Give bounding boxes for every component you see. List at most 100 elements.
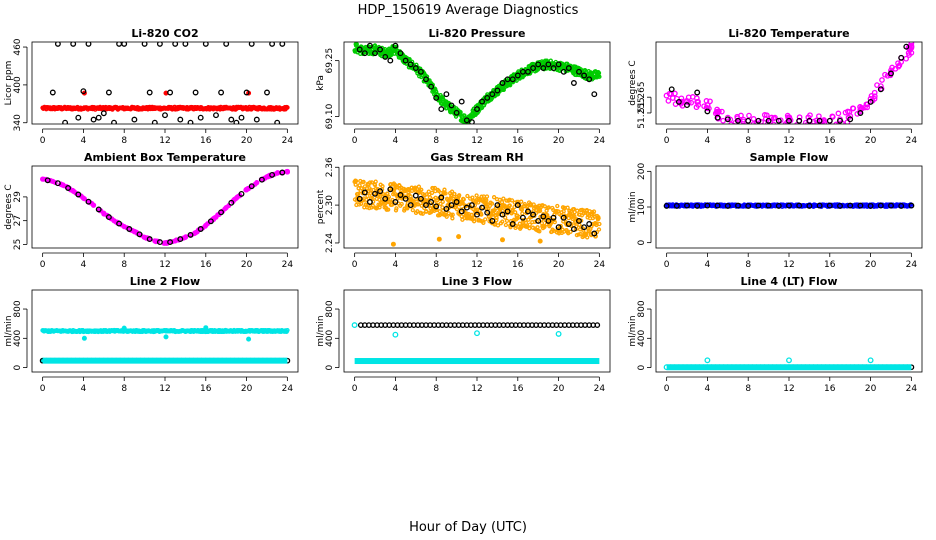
panel-frame xyxy=(343,289,611,373)
data-point xyxy=(364,197,369,202)
x-tick-label: 24 xyxy=(594,136,606,146)
data-point xyxy=(704,108,711,115)
data-point xyxy=(354,42,359,47)
data-point xyxy=(243,89,250,96)
x-tick-label: 0 xyxy=(664,260,670,270)
data-point xyxy=(694,89,701,96)
panel-5: Sample Flow ml/min 0 4 8 12 16 20 24 0 100 200 xyxy=(628,151,923,270)
data-point xyxy=(489,211,494,217)
x-tick-label: 4 xyxy=(705,384,711,394)
data-point xyxy=(423,202,429,209)
data-point xyxy=(684,202,690,209)
data-point xyxy=(565,205,570,210)
y-tick-label: 400 xyxy=(13,76,23,93)
data-point xyxy=(484,198,489,203)
data-point xyxy=(542,224,547,230)
data-point xyxy=(361,189,368,196)
data-point xyxy=(90,202,97,208)
data-point xyxy=(366,199,373,205)
data-point xyxy=(382,53,389,60)
data-point xyxy=(835,110,842,117)
panel-6: Line 2 Flow ml/min 0 4 8 12 16 20 24 0 400 800 xyxy=(4,275,299,394)
data-point xyxy=(511,217,517,222)
data-point xyxy=(847,113,854,120)
data-point xyxy=(494,202,501,209)
data-point xyxy=(560,214,567,221)
panel-title: Line 2 Flow xyxy=(130,275,200,288)
x-tick-label: 16 xyxy=(200,260,212,270)
data-point xyxy=(459,214,464,219)
data-point xyxy=(411,199,416,204)
x-tick-label: 12 xyxy=(783,260,794,270)
data-point xyxy=(591,230,598,237)
panel-data xyxy=(663,357,915,371)
panel-ylabel: degrees C xyxy=(4,184,14,229)
x-tick-label: 16 xyxy=(512,260,524,270)
data-point xyxy=(141,42,148,47)
data-point xyxy=(867,202,874,209)
data-point xyxy=(724,116,731,123)
data-point xyxy=(379,199,384,204)
data-point xyxy=(796,202,803,209)
x-tick-label: 8 xyxy=(433,260,439,270)
data-point xyxy=(585,235,590,240)
data-point xyxy=(457,193,462,198)
data-point xyxy=(448,102,455,109)
data-point xyxy=(472,203,478,208)
data-point xyxy=(70,42,77,47)
data-point xyxy=(525,68,531,75)
data-point xyxy=(393,208,399,213)
data-point xyxy=(745,117,752,124)
data-point xyxy=(436,236,442,242)
data-point xyxy=(540,213,547,220)
panel-ylabel: ml/min xyxy=(316,315,326,346)
data-point xyxy=(387,57,394,64)
data-point xyxy=(419,187,424,192)
y-tick-label: 0 xyxy=(637,240,647,246)
data-point xyxy=(510,207,515,212)
data-point xyxy=(509,198,515,203)
data-point xyxy=(586,76,593,83)
data-point xyxy=(111,119,117,124)
data-point xyxy=(49,89,56,96)
panel-title: Ambient Box Temperature xyxy=(84,151,246,164)
data-point xyxy=(854,111,861,117)
data-point xyxy=(582,68,588,73)
data-point xyxy=(572,213,577,219)
data-point xyxy=(429,190,435,195)
data-point xyxy=(481,220,486,225)
data-point xyxy=(177,116,184,123)
data-point xyxy=(367,205,372,211)
data-point xyxy=(695,102,702,108)
data-point xyxy=(427,195,433,200)
y-tick-label: 0 xyxy=(325,364,335,370)
data-point xyxy=(787,123,791,124)
data-point xyxy=(576,68,582,75)
y-tick-label: 400 xyxy=(13,329,23,346)
data-point xyxy=(796,114,803,121)
data-point xyxy=(479,98,486,105)
data-point xyxy=(499,237,505,243)
x-tick-label: 20 xyxy=(553,136,565,146)
data-point xyxy=(90,116,97,123)
x-tick-label: 4 xyxy=(81,384,87,394)
data-point xyxy=(568,229,573,235)
data-point xyxy=(555,203,560,209)
data-point xyxy=(829,114,836,120)
data-point xyxy=(561,209,566,214)
data-point xyxy=(578,231,583,237)
data-point xyxy=(574,72,579,78)
data-point xyxy=(474,330,480,337)
y-tick-label: 800 xyxy=(637,300,647,317)
data-point xyxy=(786,202,792,209)
x-tick-label: 16 xyxy=(824,384,836,394)
x-tick-label: 0 xyxy=(40,260,46,270)
y-tick-label: 400 xyxy=(325,329,335,346)
data-point xyxy=(762,123,767,124)
data-point xyxy=(218,209,225,216)
data-point xyxy=(552,219,557,225)
data-point xyxy=(786,117,792,124)
data-point xyxy=(519,199,524,204)
